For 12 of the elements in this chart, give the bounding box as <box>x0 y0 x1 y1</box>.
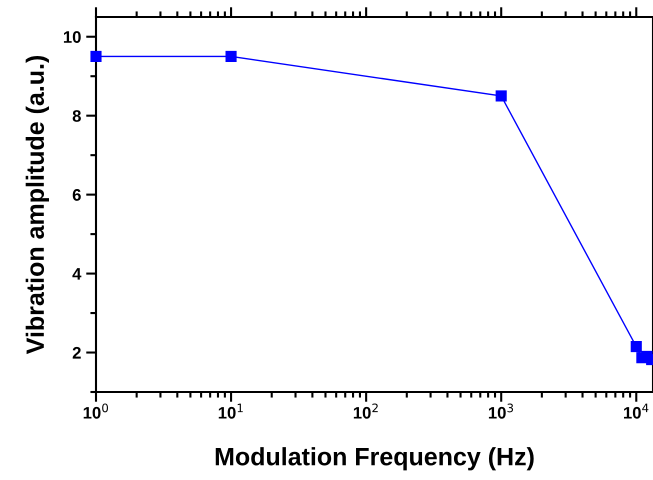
y-tick-label: 2 <box>72 346 81 359</box>
y-tick-label: 10 <box>64 31 81 43</box>
x-tick-label: 10$^{3}$ <box>488 403 514 419</box>
x-tick-label: 10$^{2}$ <box>354 403 378 419</box>
x-axis-title: Modulation Frequency (Hz) <box>216 447 534 470</box>
x-tick-label: 10$^{4}$ <box>624 404 648 419</box>
y-axis-title: Vibration amplitude (a.u.) <box>26 56 49 354</box>
x-tick-label: 10$^{1}$ <box>218 404 243 419</box>
y-tick-label: 6 <box>72 189 81 201</box>
y-tick-label: 8 <box>72 110 81 122</box>
x-tick-label: 10$^{0}$ <box>84 403 108 419</box>
y-tick-label: 4 <box>72 268 82 280</box>
